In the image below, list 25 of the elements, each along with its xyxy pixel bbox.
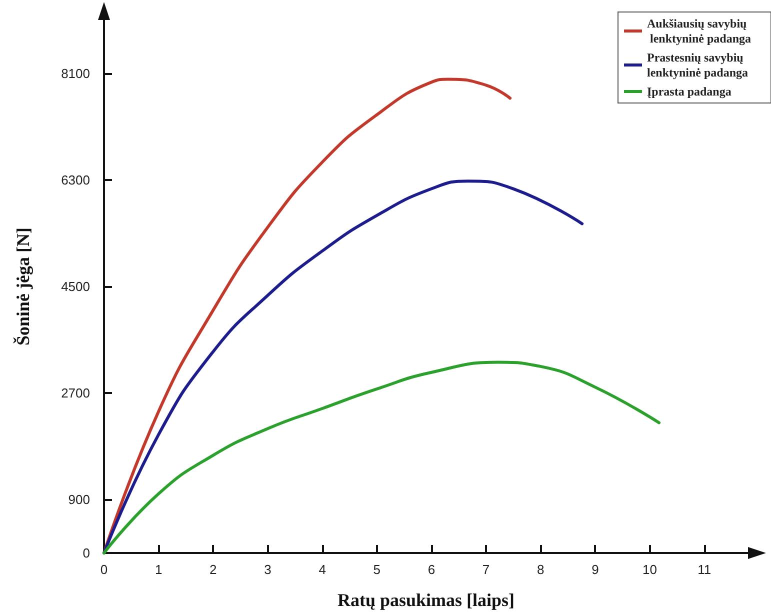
- y-tick-label: 4500: [61, 279, 90, 294]
- legend-label: Aukšiausių savybių lenktyninė padanga: [647, 16, 752, 46]
- x-tick-label: 3: [264, 562, 272, 577]
- y-tick-label: 2700: [61, 386, 90, 401]
- y-axis-title: Šoninė jėga [N]: [13, 228, 33, 346]
- x-tick-label: 0: [100, 562, 108, 577]
- y-tick-label: 0: [82, 546, 90, 560]
- y-tick-label: 900: [68, 492, 90, 508]
- x-tick-label: 9: [592, 562, 599, 577]
- x-tick-label: 5: [373, 562, 380, 577]
- x-tick-label: 10: [642, 562, 657, 577]
- y-tick-label: 8100: [61, 66, 90, 81]
- x-tick-label: 2: [210, 562, 217, 577]
- x-tick-label: 1: [154, 562, 162, 577]
- x-axis-title: Ratų pasukimas [laips]: [337, 590, 515, 610]
- x-tick-label: 6: [428, 562, 436, 577]
- x-tick-label: 11: [698, 562, 712, 577]
- x-tick-label: 8: [536, 562, 544, 577]
- legend-label: Prastesnių savybių lenktyninė padanga: [647, 50, 748, 80]
- x-tick-label: 7: [482, 562, 490, 577]
- line-series: [102, 360, 661, 554]
- line-series: [102, 180, 584, 554]
- x-tick-label: 4: [318, 562, 326, 577]
- y-tick-label: 6300: [61, 172, 90, 188]
- legend-label: Įprasta padanga: [647, 84, 732, 98]
